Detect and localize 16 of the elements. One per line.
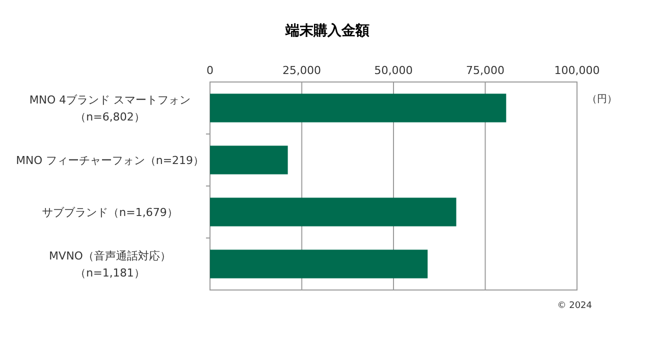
bar	[210, 94, 506, 122]
x-tick-label: 50,000	[374, 64, 413, 77]
x-tick-label: 100,000	[554, 64, 600, 77]
x-tick-label: 25,000	[282, 64, 321, 77]
x-axis-title: （円）	[587, 94, 617, 105]
y-tick-label: MVNO（音声通話対応）（n=1,181）	[49, 250, 171, 280]
x-tick-label: 75,000	[466, 64, 504, 77]
y-tick-label: サブブランド（n=1,679）	[42, 206, 178, 219]
y-tick-label: MNO フィーチャーフォン（n=219）	[16, 154, 204, 167]
y-tick-label: MNO 4ブランド スマートフォン（n=6,802）	[29, 94, 191, 124]
text: © 2024	[557, 301, 592, 311]
bar	[210, 198, 456, 226]
x-tick-label: 0	[206, 64, 214, 77]
bar	[210, 250, 428, 278]
chart-title: 端末購入金額	[284, 22, 370, 39]
bar	[210, 146, 288, 174]
